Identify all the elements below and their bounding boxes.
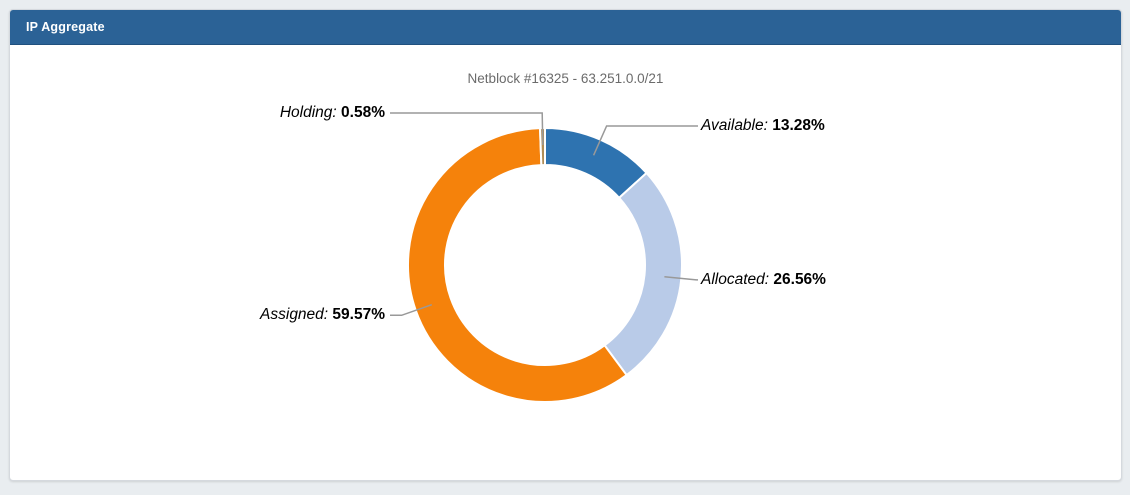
slice-label-available: Available: 13.28% bbox=[701, 116, 825, 136]
slice-label-allocated: Allocated: 26.56% bbox=[701, 270, 826, 290]
slice-label-percent: 59.57% bbox=[332, 306, 385, 323]
slice-label-name: Holding: bbox=[279, 104, 342, 121]
panel-header: IP Aggregate bbox=[10, 10, 1121, 45]
chart-title: Netblock #16325 - 63.251.0.0/21 bbox=[467, 71, 664, 86]
slice-holding[interactable] bbox=[539, 126, 546, 167]
leader-line-holding bbox=[390, 112, 544, 146]
slice-label-assigned: Assigned: 59.57% bbox=[260, 305, 385, 325]
slice-assigned[interactable] bbox=[407, 127, 628, 403]
slice-label-percent: 26.56% bbox=[773, 271, 826, 288]
panel-title: IP Aggregate bbox=[26, 20, 105, 34]
leader-line-available bbox=[592, 125, 698, 156]
slice-label-percent: 13.28% bbox=[772, 117, 825, 134]
ip-aggregate-panel: IP Aggregate Netblock #16325 - 63.251.0.… bbox=[9, 9, 1122, 481]
slice-label-holding: Holding: 0.58% bbox=[280, 103, 385, 123]
leader-line-allocated bbox=[664, 276, 698, 281]
donut-chart bbox=[390, 112, 698, 403]
slice-label-name: Allocated: bbox=[701, 271, 774, 288]
slice-label-name: Assigned: bbox=[260, 306, 333, 323]
slice-allocated[interactable] bbox=[603, 172, 683, 377]
leader-line-assigned bbox=[390, 303, 433, 317]
slice-label-name: Available: bbox=[701, 117, 773, 134]
panel-body: Netblock #16325 - 63.251.0.0/21 Availabl… bbox=[10, 45, 1121, 480]
slice-label-percent: 0.58% bbox=[341, 104, 385, 121]
